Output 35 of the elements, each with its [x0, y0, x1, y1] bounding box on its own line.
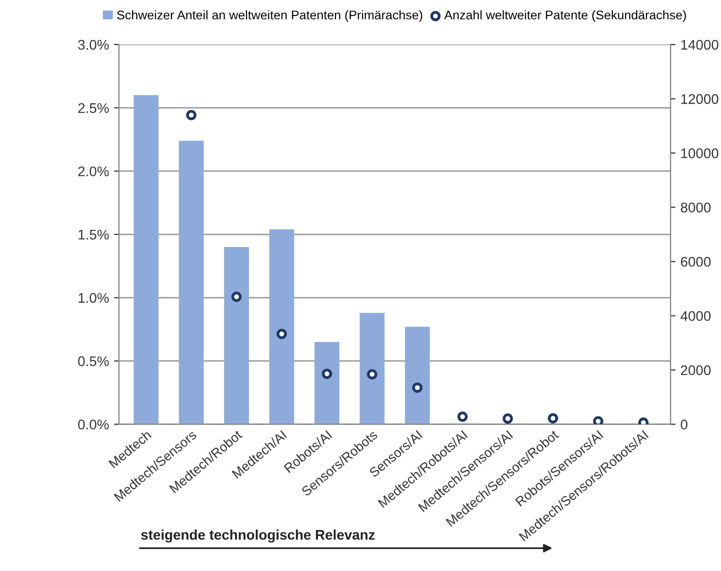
- point: [231, 292, 242, 302]
- legend-label: Anzahl weltweiter Patente (Sekundärachse): [444, 10, 686, 22]
- point: [322, 368, 332, 379]
- point: [366, 369, 378, 380]
- y-tick-label: 1.0%: [78, 293, 109, 303]
- point: [593, 416, 604, 424]
- legend-label: Schweizer Anteil an weltweiten Patenten (Primärachse): [117, 10, 422, 22]
- bar: [314, 342, 340, 424]
- y2-tick-label: 12000: [681, 94, 718, 104]
- bar: [134, 95, 159, 424]
- y2-tick-label: 6000: [680, 256, 711, 267]
- point: [548, 413, 558, 424]
- y2-tick-label: 8000: [680, 202, 711, 212]
- y2-tick-label: 14000: [681, 40, 718, 50]
- y-tick-label: 1.5%: [78, 230, 109, 240]
- y-tick-label: 2.0%: [78, 166, 109, 176]
- point: [502, 413, 513, 424]
- bar: [269, 229, 294, 424]
- point: [457, 411, 468, 422]
- bar: [224, 247, 249, 424]
- point: [186, 110, 196, 120]
- y2-tick-label: 0: [680, 420, 688, 430]
- point: [276, 328, 287, 340]
- bar: [360, 312, 385, 424]
- y2-tick-label: 2000: [680, 365, 711, 376]
- y-tick-label: 0.5%: [78, 356, 109, 366]
- y-tick-label: 0.0%: [78, 420, 109, 430]
- point: [412, 382, 423, 393]
- y-tick-label: 3.0%: [78, 40, 109, 50]
- y2-tick-label: 4000: [680, 311, 711, 321]
- y2-tick-label: 10000: [681, 148, 718, 158]
- y-tick-label: 2.5%: [78, 103, 109, 113]
- text: steigende technologische Relevanz: [141, 530, 375, 543]
- bar: [404, 326, 430, 424]
- bar: [178, 140, 204, 424]
